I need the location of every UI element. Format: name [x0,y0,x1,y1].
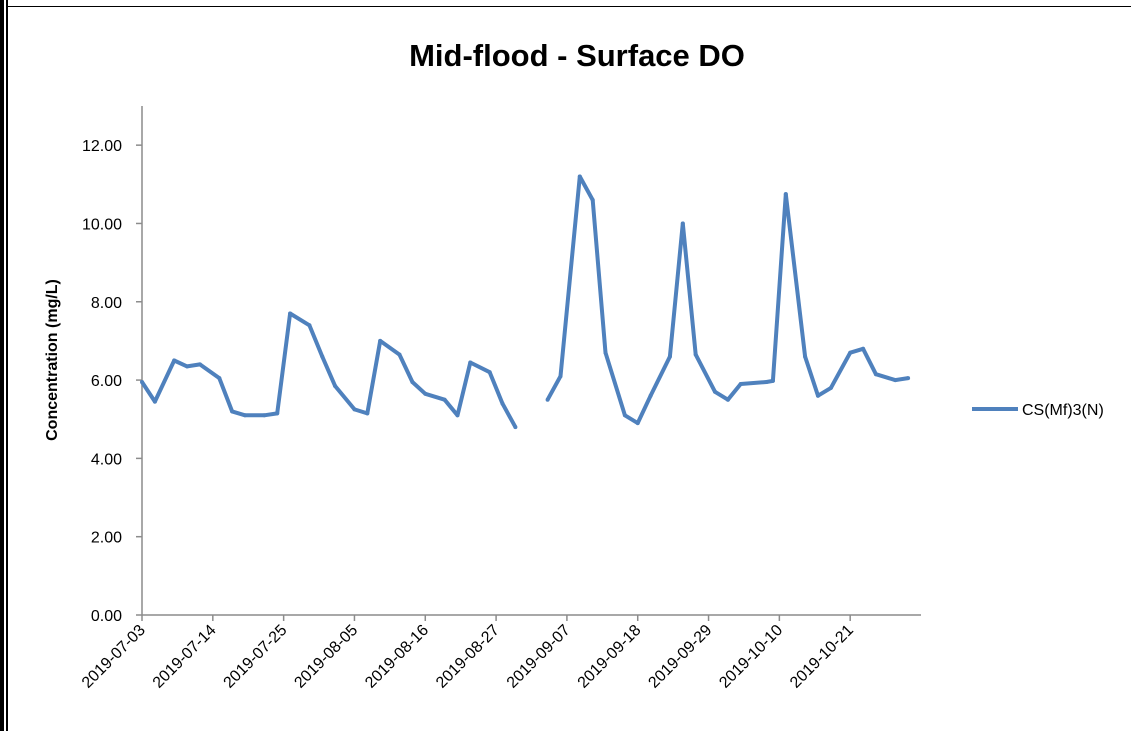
series-line-segment [545,174,909,426]
data-point [262,413,267,418]
data-point [648,393,653,398]
x-tick-label: 2019-10-21 [787,622,857,692]
data-point [152,399,157,404]
frame-border-left-inner [6,0,8,731]
x-tick-label: 2019-07-25 [221,622,291,692]
y-ticks: 0.00 2.00 4.00 6.00 8.00 10.00 12.00 [82,138,142,625]
data-point [378,338,383,343]
y-tick-label: 10.00 [82,216,122,233]
data-point [288,311,293,316]
data-point [603,350,608,355]
y-tick-label: 6.00 [91,373,122,390]
data-point [545,397,550,402]
data-point [468,360,473,365]
y-tick-label: 0.00 [91,608,122,625]
x-tick-label: 2019-07-14 [150,622,220,692]
x-tick-label: 2019-10-10 [716,622,786,692]
data-point [783,192,788,197]
data-point [558,374,563,379]
data-point [816,393,820,398]
data-point [500,401,505,406]
data-point [243,413,247,418]
data-point [635,421,640,426]
data-point [185,364,190,369]
data-point [893,378,898,383]
data-point [423,391,428,396]
data-point [197,362,202,367]
data-point [803,354,808,359]
data-point [365,411,370,416]
data-point [764,380,769,384]
data-point [828,385,833,390]
data-point [848,350,853,355]
y-tick-label: 12.00 [82,138,122,155]
x-tick-label: 2019-09-07 [504,622,574,692]
legend: CS(Mf)3(N) [972,402,1104,419]
y-tick-label: 4.00 [91,451,122,468]
frame-border-top [6,6,1131,7]
data-point [861,346,866,351]
data-point [442,397,447,402]
x-tick-label: 2019-08-27 [433,622,503,692]
data-point [352,407,357,412]
data-point [693,352,698,357]
data-point [622,413,627,418]
x-tick-label: 2019-09-18 [575,622,645,692]
data-point [873,372,878,377]
data-point [320,354,325,359]
data-point [275,411,280,416]
x-tick-label: 2019-07-03 [79,622,149,692]
data-point [410,380,415,384]
data-point [667,354,672,359]
data-point [397,352,402,357]
data-point [680,221,685,226]
data-point [713,389,717,394]
data-point [590,198,595,202]
series-group [140,174,911,430]
data-point [487,370,492,375]
data-point [307,323,312,328]
data-point [906,376,911,381]
data-point [738,382,743,386]
data-point [172,358,177,363]
x-tick-label: 2019-08-16 [362,622,432,692]
y-axis-label: Concentration (mg/L) [44,279,61,441]
x-tick-label: 2019-08-05 [291,622,361,692]
data-point [230,409,235,414]
data-point [333,384,338,388]
data-point [577,174,582,179]
legend-label: CS(Mf)3(N) [1022,402,1104,419]
data-point [725,397,730,402]
series-line-segment [140,311,518,429]
data-point [513,425,518,430]
x-tick-label: 2019-09-29 [645,622,715,692]
data-point [455,413,460,418]
frame-border-left [0,0,4,731]
chart-title: Mid-flood - Surface DO [409,38,745,73]
y-tick-label: 8.00 [91,295,122,312]
x-ticks: 2019-07-03 2019-07-14 2019-07-25 2019-08-05… [79,615,857,692]
data-point [140,380,144,384]
data-point [770,378,775,383]
data-point [217,376,222,381]
y-tick-label: 2.00 [91,530,122,547]
